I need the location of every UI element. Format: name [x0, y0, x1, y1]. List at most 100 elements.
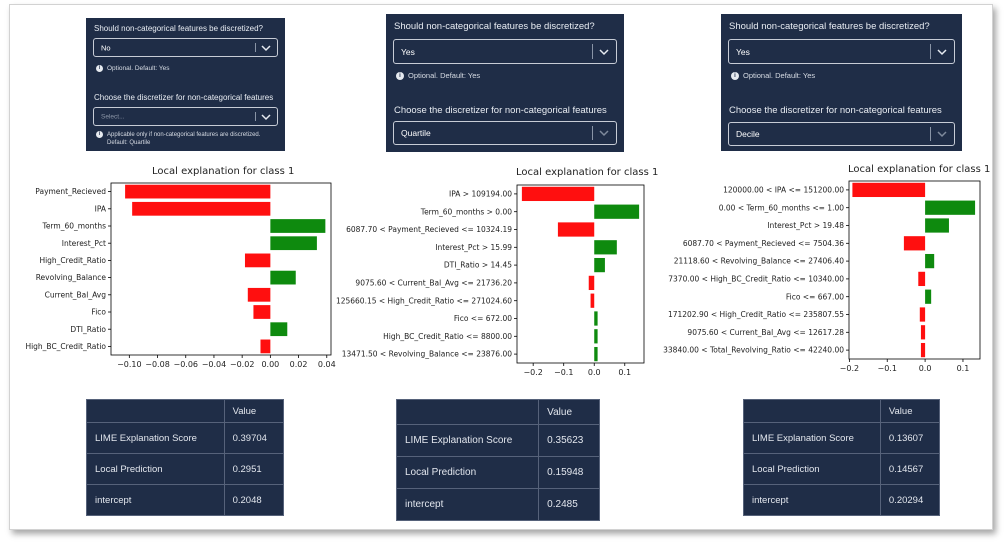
- table-header-blank: [395, 399, 540, 425]
- y-tick-label: 0.00 < Term_60_months <= 1.00: [719, 203, 844, 212]
- discretizer-select[interactable]: Quartile: [393, 121, 617, 145]
- table-row: LIME Explanation Score 0.35623: [395, 424, 600, 457]
- bar: [132, 201, 271, 216]
- chevron-down-icon: [937, 48, 947, 55]
- bar: [594, 346, 598, 362]
- discretize-select-value: Yes: [736, 46, 750, 57]
- bar: [918, 271, 926, 287]
- x-tick-label: 0.1: [957, 364, 970, 373]
- row-value: 0.2951: [223, 453, 285, 485]
- chevron-down-icon: [261, 113, 271, 120]
- y-tick-label: IPA > 109194.00: [449, 190, 512, 199]
- discretizer-select[interactable]: Select...: [93, 107, 278, 126]
- select-divider: [255, 43, 256, 52]
- chevron-down-icon: [937, 131, 947, 138]
- y-tick-label: 33840.00 < Total_Revolving_Ratio <= 4224…: [663, 346, 844, 355]
- bar: [594, 257, 605, 273]
- bar: [270, 322, 288, 337]
- discretize-label: Should non-categorical features be discr…: [729, 21, 930, 32]
- y-tick-label: DTI_Ratio: [70, 325, 106, 334]
- y-tick-label: Payment_Recieved: [35, 187, 106, 196]
- x-tick-label: 0.0: [588, 368, 601, 377]
- chevron-down-icon: [261, 44, 271, 51]
- discretize-label: Should non-categorical features be discr…: [394, 21, 595, 32]
- info-icon: i: [96, 131, 103, 138]
- info-icon: i: [96, 65, 103, 72]
- bar: [594, 311, 598, 326]
- x-tick-label: 0.00: [261, 360, 279, 369]
- y-tick-label: 6087.70 < Payment_Recieved <= 7504.36: [683, 239, 844, 248]
- bar: [920, 325, 926, 340]
- info-icon: i: [731, 72, 739, 81]
- discretize-select-value: Yes: [401, 46, 415, 57]
- bar: [919, 307, 926, 322]
- table-row: Local Prediction 0.2951: [86, 453, 285, 485]
- discretizer-select[interactable]: Decile: [728, 122, 955, 146]
- y-tick-label: Fico: [91, 308, 106, 317]
- table-row: LIME Explanation Score 0.13607: [743, 422, 941, 454]
- y-tick-label: Interest_Pct: [62, 239, 106, 248]
- table-row: LIME Explanation Score 0.39704: [86, 422, 285, 454]
- bar: [270, 236, 317, 251]
- bar: [247, 287, 271, 302]
- row-value: 0.15948: [538, 456, 600, 489]
- x-tick-label: −0.2: [523, 368, 542, 377]
- bar: [594, 240, 617, 255]
- discretizer-hint: i Applicable only if non-categorical feat…: [96, 131, 260, 147]
- x-tick-label: 0.02: [290, 360, 308, 369]
- y-tick-label: 125660.15 < High_Credit_Ratio <= 271024.…: [336, 296, 512, 305]
- x-tick-label: 0.0: [919, 364, 932, 373]
- discretizer-select-placeholder: Select...: [101, 113, 125, 120]
- discretize-hint-text: Optional. Default: Yes: [107, 65, 170, 73]
- row-label: LIME Explanation Score: [395, 424, 540, 457]
- chart-1-title: Local explanation for class 1: [152, 166, 295, 177]
- bar: [270, 270, 296, 285]
- bar: [125, 184, 271, 199]
- row-label: Local Prediction: [395, 456, 540, 489]
- chart-2-title: Local explanation for class 1: [516, 167, 659, 178]
- chart-3-title: Local explanation for class 1: [848, 164, 991, 175]
- y-tick-label: Interest_Pct > 19.48: [767, 221, 844, 230]
- discretize-label: Should non-categorical features be discr…: [94, 24, 263, 33]
- select-divider: [930, 127, 931, 141]
- discretizer-label: Choose the discretizer for non-categoric…: [394, 105, 607, 116]
- config-panel-2: Should non-categorical features be discr…: [386, 14, 624, 152]
- y-tick-label: Interest_Pct > 15.99: [435, 243, 512, 252]
- discretizer-select-value: Quartile: [401, 128, 431, 138]
- select-divider: [255, 112, 256, 121]
- table-header-blank: [743, 399, 881, 423]
- select-divider: [592, 126, 593, 140]
- bar: [260, 339, 271, 354]
- info-icon: i: [396, 72, 404, 81]
- x-tick-label: −0.2: [840, 364, 859, 373]
- table-row: Local Prediction 0.14567: [743, 453, 941, 485]
- y-tick-label: 9075.60 < Current_Bal_Avg <= 12617.28: [687, 328, 844, 337]
- y-tick-label: High_BC_Credit_Ratio: [25, 342, 106, 351]
- chevron-down-icon: [599, 48, 609, 55]
- bar: [903, 236, 926, 251]
- discretize-select[interactable]: No: [93, 38, 278, 57]
- discretize-select[interactable]: Yes: [728, 39, 955, 64]
- bar: [244, 253, 271, 268]
- select-divider: [930, 44, 931, 59]
- row-value: 0.2048: [223, 484, 285, 516]
- y-tick-label: 171202.90 < High_Credit_Ratio <= 235807.…: [668, 310, 844, 319]
- y-tick-label: Fico <= 672.00: [454, 314, 512, 323]
- discretize-select-value: No: [101, 43, 111, 52]
- chevron-down-icon: [599, 130, 609, 137]
- row-value: 0.35623: [538, 424, 600, 457]
- row-label: Local Prediction: [86, 453, 225, 485]
- bar: [920, 342, 926, 358]
- discretize-select[interactable]: Yes: [393, 39, 617, 64]
- y-tick-label: 120000.00 < IPA <= 151200.00: [723, 186, 844, 195]
- y-tick-label: Current_Bal_Avg: [45, 290, 107, 299]
- bar: [521, 186, 595, 202]
- discretizer-label: Choose the discretizer for non-categoric…: [94, 93, 274, 102]
- x-tick-label: −0.10: [117, 360, 142, 369]
- row-value: 0.2485: [538, 488, 600, 521]
- table-row: intercept 0.20294: [743, 484, 941, 516]
- row-label: LIME Explanation Score: [743, 422, 881, 454]
- row-label: LIME Explanation Score: [86, 422, 225, 454]
- table-header-value: Value: [879, 399, 941, 423]
